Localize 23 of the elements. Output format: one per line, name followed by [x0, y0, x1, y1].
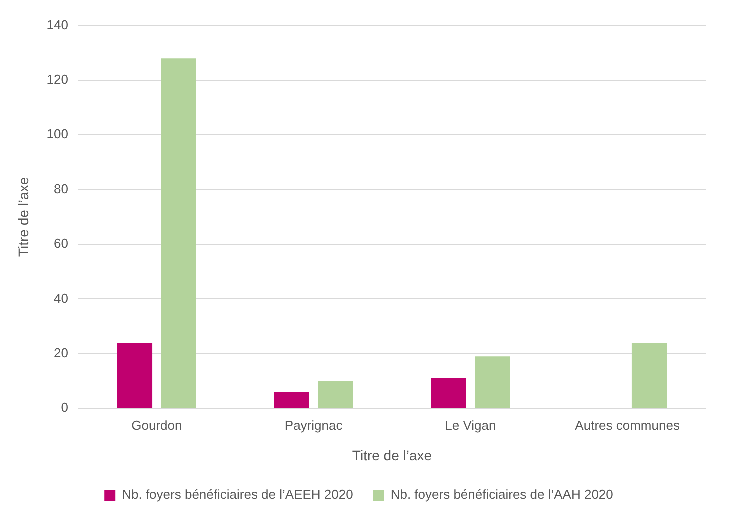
bar — [632, 342, 668, 408]
y-tick-label: 20 — [54, 345, 68, 360]
bar — [274, 392, 310, 408]
y-tick-label: 60 — [54, 236, 68, 252]
x-tick-label: Payrignac — [284, 418, 344, 433]
legend-label: Nb. foyers bénéficiaires de l’AAH 2020 — [390, 487, 614, 502]
bar — [318, 381, 354, 408]
y-axis-title: Titre de l’axe — [15, 177, 32, 258]
y-tick-label: 80 — [54, 181, 68, 196]
x-tick-label: Le Vigan — [445, 418, 496, 433]
x-tick-label: Autres communes — [575, 418, 680, 433]
bar — [431, 378, 466, 408]
y-tick-label: 100 — [46, 126, 68, 142]
y-tick-label: 120 — [46, 72, 68, 88]
y-tick-label: 140 — [46, 17, 68, 32]
bar — [161, 58, 196, 408]
x-axis-title: Titre de l’axe — [352, 447, 432, 464]
y-tick-label: 0 — [61, 400, 68, 416]
y-tick-label: 40 — [54, 290, 68, 306]
bar — [475, 356, 510, 408]
x-tick-label: Gourdon — [132, 418, 182, 433]
bar — [117, 342, 153, 408]
legend-label: Nb. foyers bénéficiaires de l’AEEH 2020 — [122, 487, 354, 502]
